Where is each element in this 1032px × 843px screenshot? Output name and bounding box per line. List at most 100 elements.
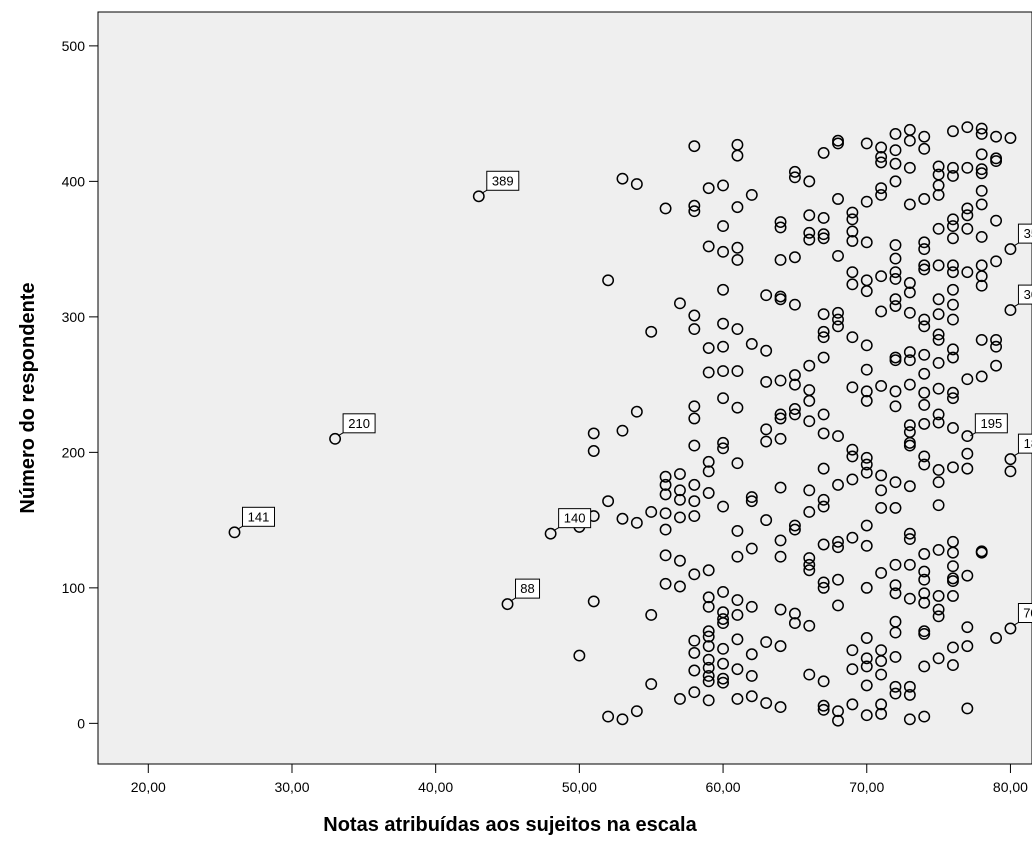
data-point: [990, 155, 1003, 167]
data-point: [788, 369, 801, 382]
data-point: [846, 331, 859, 344]
data-point: [918, 660, 931, 673]
data-point: [947, 351, 959, 364]
data-point: [903, 198, 916, 211]
data-point: [903, 354, 916, 367]
data-point: [717, 317, 730, 330]
data-point: [875, 567, 888, 579]
data-point: [688, 686, 701, 699]
data-point: [832, 705, 844, 718]
data-point: [702, 653, 715, 666]
data-point: [846, 266, 859, 279]
data-point: [731, 633, 744, 646]
data-point: [228, 526, 241, 539]
data-point: [803, 175, 816, 188]
data-point: [832, 137, 844, 150]
data-point: [990, 130, 1003, 143]
annotation-label: 70: [1023, 606, 1032, 621]
data-point: [860, 581, 873, 594]
data-point: [846, 698, 859, 711]
data-point: [760, 344, 773, 357]
annotation-box: [1017, 284, 1032, 305]
data-point: [990, 340, 1003, 353]
data-point: [760, 636, 773, 649]
annotation-box: [1017, 223, 1032, 244]
data-point: [630, 516, 643, 529]
data-point: [817, 308, 830, 321]
annotation-leader: [1013, 303, 1019, 308]
annotation-leader: [337, 432, 344, 437]
annotation-box: [486, 170, 520, 191]
data-point: [717, 672, 730, 685]
data-point: [674, 511, 686, 524]
data-point: [903, 480, 916, 493]
data-point: [717, 392, 730, 405]
data-point: [731, 149, 744, 162]
y-tick-label: 100: [62, 580, 86, 596]
data-point: [918, 259, 931, 272]
data-point: [832, 573, 844, 586]
data-point: [674, 693, 686, 705]
data-point: [990, 359, 1003, 372]
data-point: [932, 160, 945, 173]
data-point: [889, 354, 902, 367]
y-tick-label: 500: [62, 38, 86, 54]
data-point: [702, 182, 715, 195]
data-point: [760, 423, 773, 436]
data-point: [918, 130, 931, 143]
data-point: [860, 195, 873, 208]
data-point: [975, 184, 988, 197]
data-point: [947, 560, 959, 573]
data-point: [990, 333, 1003, 346]
annotation-box: [1017, 433, 1032, 454]
data-point: [947, 313, 959, 326]
data-point: [932, 222, 945, 235]
data-point: [760, 289, 773, 302]
data-point: [932, 464, 945, 476]
data-point: [889, 476, 902, 489]
data-point: [889, 266, 902, 279]
data-point: [616, 424, 629, 437]
data-point: [860, 709, 873, 722]
data-point: [630, 705, 643, 718]
data-point: [702, 366, 715, 379]
data-point: [803, 415, 816, 428]
data-point: [947, 125, 959, 138]
data-point: [788, 298, 801, 311]
data-point: [717, 642, 730, 655]
data-point: [961, 202, 974, 215]
data-point: [645, 678, 658, 691]
data-point: [889, 300, 902, 312]
data-point: [846, 225, 859, 238]
data-point: [760, 697, 773, 709]
x-axis-title: Notas atribuídas aos sujeitos na escala: [323, 814, 697, 836]
data-point: [875, 305, 888, 318]
data-point: [947, 298, 959, 311]
annotation-box: [342, 413, 376, 434]
data-point: [961, 621, 974, 634]
data-point: [918, 193, 931, 205]
data-point: [932, 610, 945, 623]
data-point: [961, 430, 974, 443]
data-point: [889, 501, 902, 514]
data-point: [918, 587, 931, 600]
data-point: [817, 408, 830, 421]
data-point: [659, 478, 672, 491]
data-point: [947, 259, 959, 272]
data-point: [889, 293, 902, 306]
y-tick-label: 200: [62, 444, 86, 460]
x-tick-label: 70,00: [849, 779, 884, 795]
data-point: [688, 412, 701, 425]
data-point: [975, 148, 988, 161]
annotation-label: 210: [348, 416, 370, 431]
data-point: [717, 365, 730, 378]
annotation-label: 195: [980, 416, 1002, 431]
data-point: [961, 209, 974, 222]
data-point: [889, 687, 902, 700]
data-point: [961, 702, 974, 715]
data-point: [947, 590, 959, 602]
data-point: [832, 478, 844, 491]
data-point: [975, 370, 988, 383]
data-point: [846, 450, 859, 463]
data-point: [918, 320, 931, 333]
